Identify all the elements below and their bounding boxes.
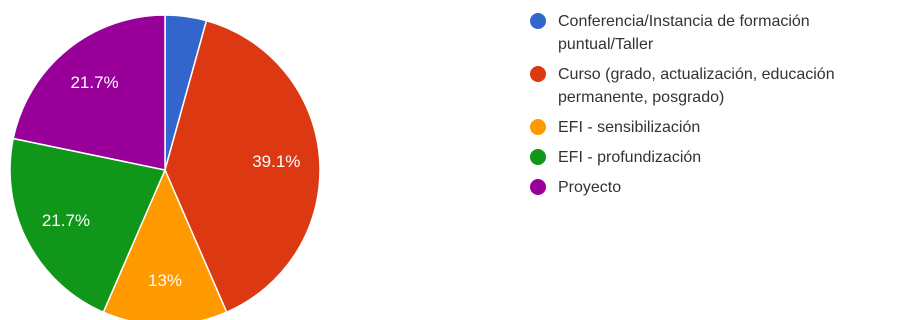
- legend-label-3: EFI - profundización: [558, 149, 702, 166]
- chart-legend: Conferencia/Instancia de formación puntu…: [530, 10, 890, 206]
- legend-label-0: Conferencia/Instancia de formación puntu…: [558, 13, 810, 53]
- legend-item-0: Conferencia/Instancia de formación puntu…: [530, 10, 890, 56]
- legend-item-1: Curso (grado, actualización, educación p…: [530, 63, 890, 109]
- legend-swatch-4: [530, 179, 546, 195]
- pie-slice-4: [12, 14, 166, 171]
- legend-item-2: EFI - sensibilización: [530, 116, 890, 139]
- slice-data-label-4: 21.7%: [70, 73, 118, 92]
- legend-swatch-2: [530, 119, 546, 135]
- pie-slice-1: [164, 19, 321, 314]
- legend-label-1: Curso (grado, actualización, educación p…: [558, 66, 835, 106]
- legend-label-2: EFI - sensibilización: [558, 119, 701, 136]
- slice-data-label-2: 13%: [148, 271, 182, 290]
- legend-item-4: Proyecto: [530, 176, 890, 199]
- slice-data-label-3: 21.7%: [42, 211, 90, 230]
- pie-slice-3: [9, 137, 167, 314]
- legend-swatch-3: [530, 149, 546, 165]
- legend-item-3: EFI - profundización: [530, 146, 890, 169]
- legend-swatch-1: [530, 66, 546, 82]
- legend-label-4: Proyecto: [558, 179, 622, 196]
- pie-chart-svg: 39.1% 13% 21.7% 21.7%: [9, 14, 321, 320]
- pie-slice-2: [102, 168, 228, 320]
- pie-slices: [9, 14, 321, 320]
- slice-data-label-1: 39.1%: [252, 152, 300, 171]
- legend-swatch-0: [530, 13, 546, 29]
- pie-slice-labels: 39.1% 13% 21.7% 21.7%: [42, 73, 301, 290]
